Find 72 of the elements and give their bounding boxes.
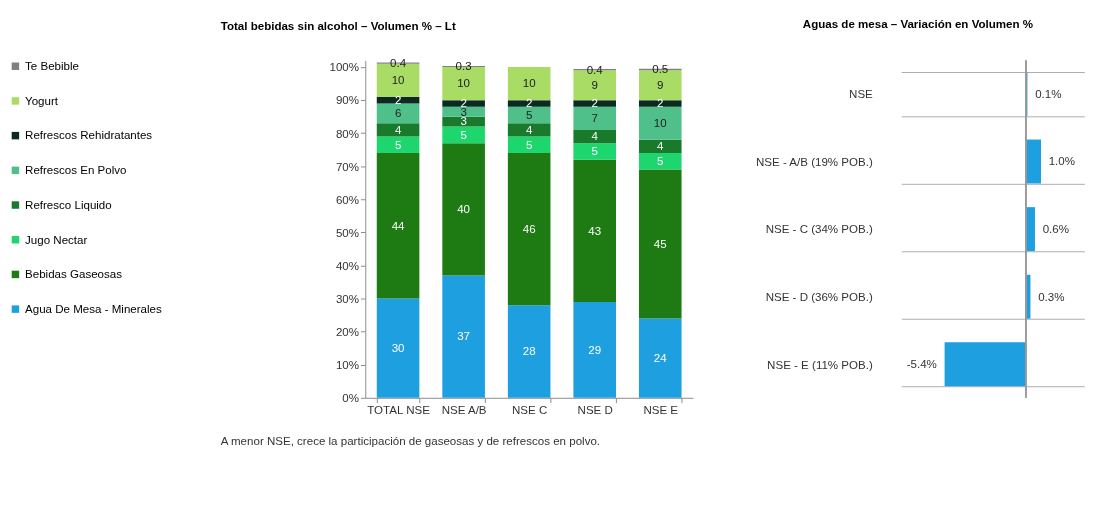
data-label: 46 [522, 222, 536, 235]
x-tick-label: NSE E [643, 403, 679, 416]
y-tick-label: NSE - D (36% POB.) [765, 291, 873, 304]
y-tick-label: NSE - C (34% POB.) [765, 223, 873, 236]
data-label: 5 [591, 145, 598, 158]
data-label: 9 [657, 79, 664, 92]
data-label: 3 [460, 115, 467, 128]
x-tick-label: NSE A/B [441, 403, 487, 416]
data-label: 0.3% [1038, 290, 1065, 303]
data-label: 4 [591, 130, 599, 143]
legend-label: Yogurt [25, 94, 59, 107]
data-label: 10 [522, 77, 536, 90]
legend-label: Te Bebible [25, 60, 79, 73]
y-tick-label: 30% [335, 292, 360, 305]
legend-label: Bebidas Gaseosas [25, 268, 123, 281]
chart-title: Aguas de mesa – Variación en Volumen % [802, 17, 1033, 30]
y-tick-label: 100% [329, 61, 360, 74]
data-label: 0.1% [1035, 87, 1062, 100]
legend-label: Jugo Nectar [25, 233, 88, 246]
data-label: 2 [525, 97, 533, 110]
y-tick-label: 10% [335, 359, 360, 372]
data-label: 4 [394, 123, 402, 136]
data-label: 3 [460, 105, 467, 118]
y-tick-label: 20% [335, 325, 360, 338]
data-label: 6 [394, 107, 402, 120]
legend-label: Refrescos En Polvo [25, 164, 127, 177]
data-label: -5.4% [906, 358, 937, 371]
data-label: 45 [653, 237, 667, 250]
legend-label: Agua De Mesa - Minerales [25, 302, 162, 315]
data-label: 37 [457, 330, 471, 343]
data-label: 0.6% [1042, 222, 1069, 235]
y-tick-label: NSE - A/B (19% POB.) [755, 155, 873, 168]
y-tick-label: NSE - E (11% POB.) [767, 358, 873, 371]
data-label: 2 [394, 93, 402, 106]
y-tick-label: 90% [335, 94, 360, 107]
chart-title: Total bebidas sin alcohol – Volumen % – Lt [220, 20, 456, 33]
data-label: 44 [391, 219, 406, 232]
data-label: 5 [460, 128, 467, 141]
data-label: 29 [588, 343, 602, 356]
y-tick-label: 50% [335, 226, 360, 239]
data-label: 4 [525, 123, 533, 136]
data-label: 10 [457, 77, 471, 90]
data-label: 5 [394, 138, 402, 151]
data-label: 40 [457, 203, 471, 216]
data-label: 0.4 [390, 56, 407, 69]
y-tick-label: 70% [335, 160, 360, 173]
y-tick-label: NSE [849, 88, 874, 101]
data-label: 5 [657, 155, 664, 168]
data-label: 24 [653, 351, 668, 364]
y-tick-label: 40% [335, 259, 360, 272]
data-label: 9 [591, 79, 598, 92]
x-tick-label: TOTAL NSE [367, 403, 431, 416]
data-label: 2 [657, 97, 664, 110]
x-tick-label: NSE C [512, 403, 548, 416]
legend-label: Refrescos Rehidratantes [25, 129, 153, 142]
data-label: 10 [653, 117, 667, 130]
legend-label: Refresco Liquido [25, 198, 112, 211]
data-label: 10 [391, 74, 405, 87]
data-label: 28 [522, 345, 536, 358]
data-label: 2 [591, 97, 598, 110]
data-label: 4 [657, 140, 665, 153]
y-tick-label: 0% [342, 392, 360, 405]
data-label: 7 [591, 112, 598, 125]
text: A menor NSE, crece la participación de gaseosas y de refrescos en polvo. [220, 435, 601, 448]
y-tick-label: 80% [335, 127, 360, 140]
data-label: 1.0% [1048, 155, 1076, 168]
data-label: 5 [525, 138, 533, 151]
data-label: 43 [588, 224, 602, 237]
y-tick-label: 60% [335, 193, 360, 206]
data-label: 30 [391, 342, 405, 355]
x-tick-label: NSE D [577, 403, 613, 416]
data-label: 5 [525, 108, 533, 121]
